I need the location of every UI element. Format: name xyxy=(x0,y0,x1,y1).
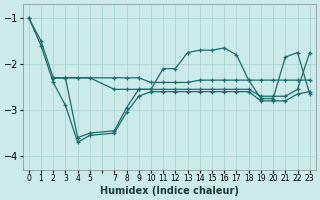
X-axis label: Humidex (Indice chaleur): Humidex (Indice chaleur) xyxy=(100,186,239,196)
